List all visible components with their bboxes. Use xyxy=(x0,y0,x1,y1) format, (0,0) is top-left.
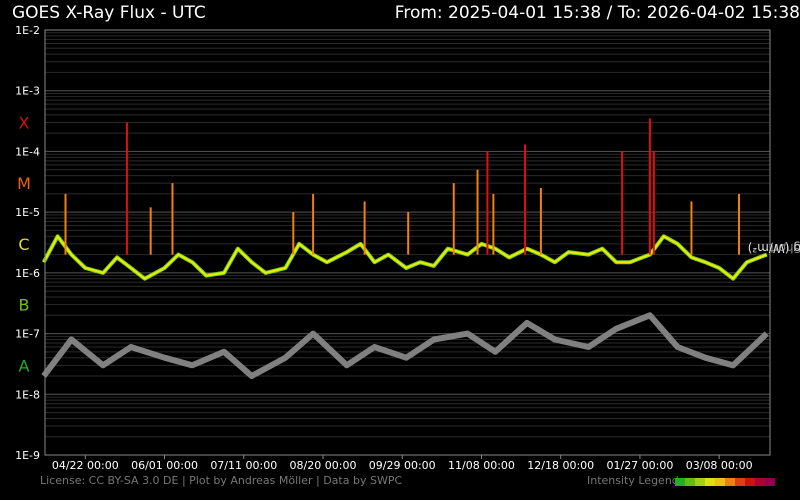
x-tick-label: 06/01 00:00 xyxy=(131,459,198,472)
x-tick-label: 04/22 00:00 xyxy=(52,459,119,472)
legend-swatch xyxy=(755,478,765,486)
x-tick-label: 03/08 00:00 xyxy=(686,459,753,472)
legend-swatch xyxy=(705,478,715,486)
series-long xyxy=(42,235,768,280)
x-tick-label: 11/08 00:00 xyxy=(448,459,515,472)
y-tick-label: 1E-5 xyxy=(15,206,40,219)
flare-class-a: A xyxy=(19,356,30,375)
ylabel-long: Long (W/m²) xyxy=(747,241,800,255)
flare-class-m: M xyxy=(17,174,31,193)
x-tick-label: 01/27 00:00 xyxy=(606,459,673,472)
plot-frame xyxy=(44,29,771,456)
legend-swatch xyxy=(735,478,745,486)
date-range: From: 2025-04-01 15:38 / To: 2026-04-02 … xyxy=(394,3,800,23)
legend-swatch xyxy=(695,478,705,486)
x-tick-label: 07/11 00:00 xyxy=(210,459,277,472)
y-tick-label: 1E-7 xyxy=(15,328,40,341)
x-tick-label: 09/29 00:00 xyxy=(369,459,436,472)
intensity-legend xyxy=(675,478,775,486)
y-tick-label: 1E-3 xyxy=(15,85,40,98)
series-short xyxy=(41,312,769,379)
legend-swatch xyxy=(685,478,695,486)
y-tick-label: 1E-2 xyxy=(15,24,40,37)
legend-swatch xyxy=(745,478,755,486)
y-axis-label-right: Short, Long (W/m²) xyxy=(748,183,800,313)
legend-swatch xyxy=(715,478,725,486)
chart-title: GOES X-Ray Flux - UTC xyxy=(12,3,206,23)
flare-class-x: X xyxy=(19,113,30,132)
x-tick-label: 12/18 00:00 xyxy=(527,459,594,472)
intensity-legend-label: Intensity Legend xyxy=(587,474,679,487)
y-tick-label: 1E-8 xyxy=(15,388,40,401)
y-tick-label: 1E-9 xyxy=(15,449,40,462)
legend-swatch xyxy=(765,478,775,486)
y-tick-label: 1E-6 xyxy=(15,267,40,280)
x-tick-label: 08/20 00:00 xyxy=(290,459,357,472)
legend-swatch xyxy=(675,478,685,486)
y-tick-label: 1E-4 xyxy=(15,145,40,158)
legend-swatch xyxy=(725,478,735,486)
license-text: License: CC BY-SA 3.0 DE | Plot by Andre… xyxy=(40,474,403,487)
flare-class-b: B xyxy=(19,296,30,315)
flare-class-c: C xyxy=(18,235,29,254)
